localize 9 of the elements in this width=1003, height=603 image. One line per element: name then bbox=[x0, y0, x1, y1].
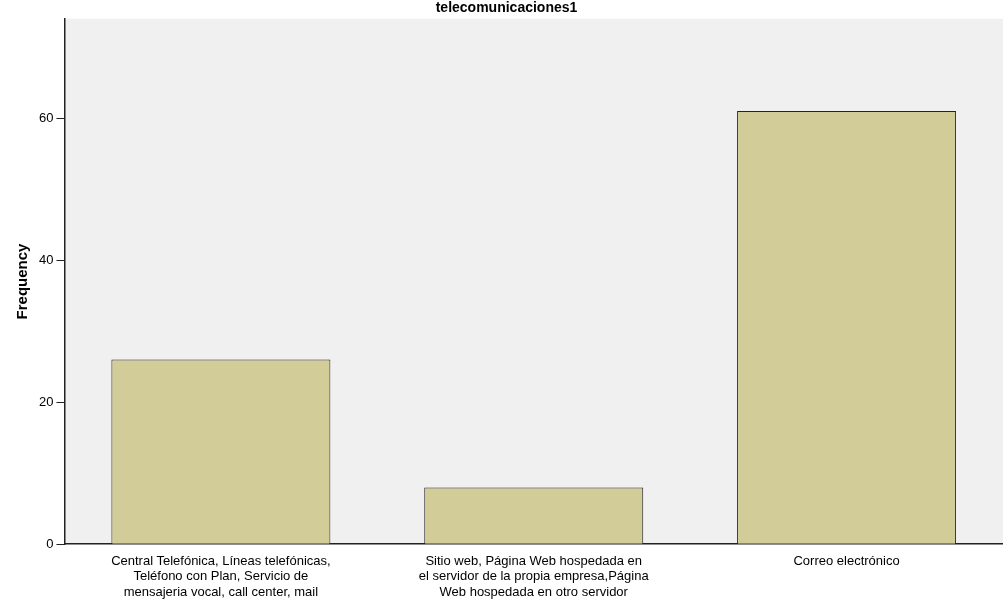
x-tick-label: Correo electrónico bbox=[793, 552, 900, 568]
y-axis-title: Frequency bbox=[13, 242, 31, 320]
y-tick-label: 40 bbox=[38, 251, 54, 267]
x-tick-label: Central Telefónica, Líneas telefónicas, Teléfono con Plan, Servicio de mensajeria vocal, call center, mail bbox=[111, 552, 331, 599]
x-tick-label: Sitio web, Página Web hospedada en el servidor de la propia empresa,Página Web hospedada en otro servidor bbox=[418, 552, 650, 599]
y-tick-label: 0 bbox=[46, 535, 54, 551]
y-tick-label: 20 bbox=[38, 393, 54, 409]
chart-title: telecomunicaciones1 bbox=[435, 0, 578, 16]
y-tick-label: 60 bbox=[38, 109, 54, 125]
